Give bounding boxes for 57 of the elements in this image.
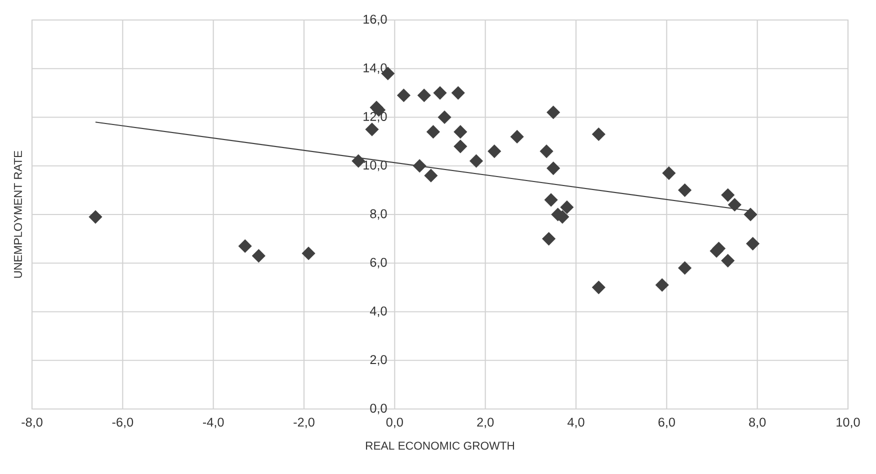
point: [252, 249, 266, 263]
point: [678, 261, 692, 275]
x-tick-label: 2,0: [477, 418, 494, 428]
point: [488, 144, 502, 158]
point: [540, 144, 554, 158]
point: [728, 198, 742, 212]
y-axis-title: UNEMPLOYMENT RATE: [14, 150, 22, 278]
point: [454, 125, 468, 139]
point: [592, 280, 606, 294]
point: [744, 208, 758, 222]
point: [721, 254, 735, 268]
point: [412, 159, 426, 173]
x-tick-label: -8,0: [22, 418, 42, 428]
y-tick-label: 8,0: [370, 209, 387, 220]
x-tick-label: 0,0: [386, 418, 403, 428]
x-tick-label: 10,0: [836, 418, 860, 428]
y-tick-label: 0,0: [370, 404, 387, 414]
point: [712, 242, 726, 256]
point: [426, 125, 440, 139]
x-tick-label: 4,0: [567, 418, 584, 428]
point: [655, 278, 669, 292]
point: [417, 88, 431, 102]
x-tick-label: -2,0: [294, 418, 314, 428]
point: [365, 122, 379, 136]
point: [746, 236, 760, 250]
point: [678, 184, 692, 197]
y-tick-label: 6,0: [370, 258, 387, 268]
y-tick-label: 4,0: [370, 306, 387, 317]
point: [433, 86, 447, 100]
point: [662, 166, 676, 180]
point: [88, 210, 102, 224]
point: [542, 232, 556, 246]
y-tick-label: 12,0: [364, 112, 387, 122]
point: [592, 128, 606, 141]
point: [560, 200, 574, 214]
point: [238, 239, 252, 253]
y-tick-label: 2,0: [370, 355, 387, 366]
x-tick-label: -6,0: [112, 418, 134, 428]
y-tick-label: 10,0: [364, 160, 387, 172]
point: [352, 154, 366, 168]
y-tick-label: 16,0: [364, 14, 387, 26]
x-axis-title: REAL ECONOMIC GROWTH: [366, 442, 514, 450]
point: [424, 168, 438, 182]
point: [454, 140, 468, 154]
x-tick-label: 8,0: [749, 418, 766, 428]
point: [544, 193, 558, 207]
point: [470, 154, 483, 168]
point: [721, 188, 735, 202]
point: [302, 246, 316, 260]
point: [546, 162, 560, 175]
x-tick-label: -4,0: [202, 418, 224, 428]
point: [438, 110, 452, 124]
point: [397, 88, 410, 102]
point: [546, 106, 560, 120]
point: [451, 86, 465, 100]
x-tick-label: 6,0: [658, 418, 675, 428]
point: [510, 130, 524, 144]
